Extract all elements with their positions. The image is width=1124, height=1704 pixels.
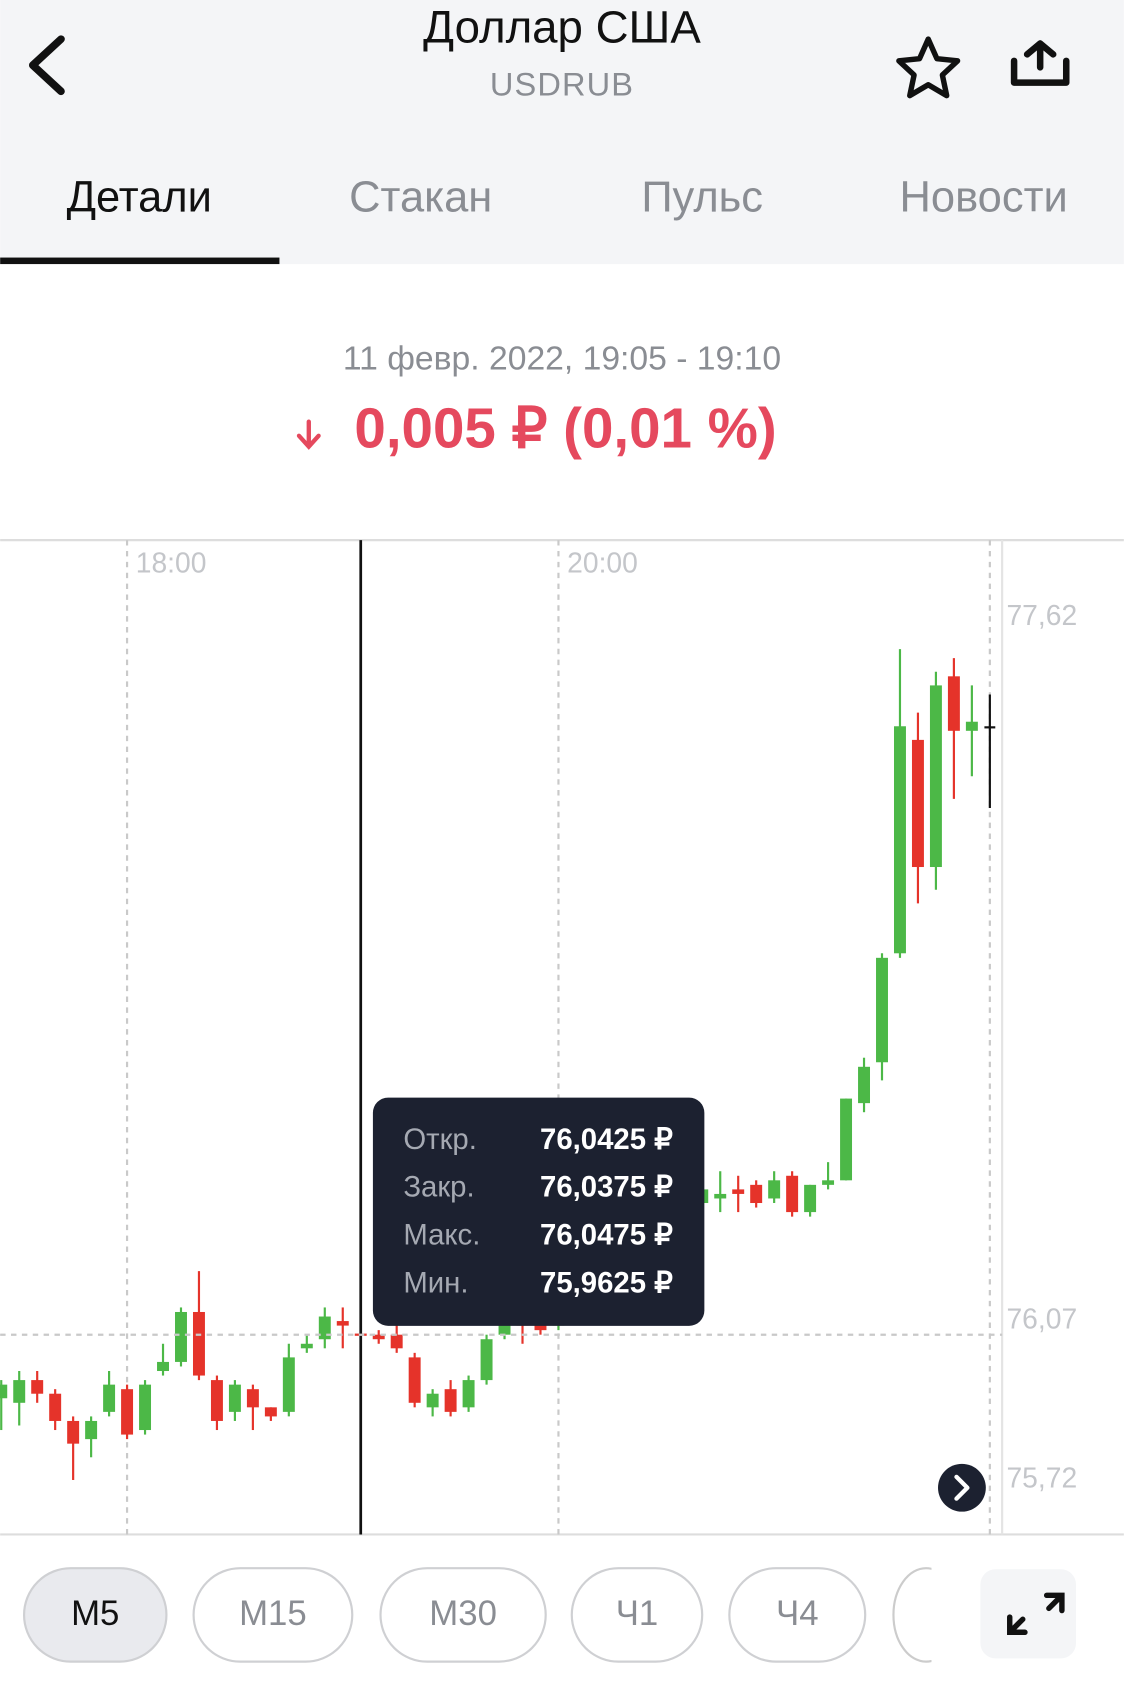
candle-body — [85, 1420, 98, 1440]
tooltip-value: 75,9625 ₽ — [540, 1266, 673, 1299]
candle-body — [139, 1384, 152, 1431]
favorite-button[interactable] — [896, 36, 961, 99]
tooltip-box — [372, 1097, 705, 1326]
change: 0,005 ₽ (0,01 %) — [354, 396, 776, 459]
expand-icon — [1007, 1592, 1065, 1635]
x-tick-label: 20:00 — [567, 547, 638, 579]
candle-body — [121, 1389, 134, 1435]
candle-body — [49, 1393, 62, 1421]
candle-body — [822, 1180, 835, 1185]
timeframe-label: Ч4 — [776, 1595, 819, 1633]
candle-body — [911, 739, 924, 868]
candle-body — [714, 1193, 727, 1199]
candle-body — [893, 726, 906, 954]
candle-body — [192, 1311, 205, 1376]
candle-body — [210, 1380, 223, 1421]
candle-body — [264, 1407, 277, 1417]
tooltip-label: Закр. — [403, 1171, 474, 1204]
candle-body — [336, 1321, 349, 1326]
candle-body — [840, 1098, 853, 1181]
active-tab-indicator — [0, 257, 280, 265]
candle-body — [768, 1180, 781, 1199]
candle-body — [498, 1321, 511, 1335]
candle-body — [947, 676, 960, 731]
candle-body — [103, 1384, 116, 1412]
candle-body — [804, 1184, 817, 1213]
tooltip-label: Мин. — [403, 1266, 468, 1299]
title: Доллар США — [423, 1, 701, 52]
candle-body — [480, 1339, 493, 1381]
timeframe-pill[interactable] — [570, 1567, 704, 1663]
share-button[interactable] — [1010, 40, 1070, 86]
tooltip-value: 76,0475 ₽ — [540, 1218, 673, 1251]
timeframe-pill[interactable] — [379, 1567, 547, 1663]
period: 11 февр. 2022, 19:05 - 19:10 — [343, 341, 781, 378]
candle-body — [786, 1175, 799, 1213]
candle-body — [444, 1389, 457, 1412]
candle-body — [157, 1361, 169, 1372]
tab[interactable]: Пульс — [641, 173, 763, 221]
candle-body — [318, 1316, 331, 1340]
timeframe-label: M15 — [239, 1595, 307, 1633]
candle-body — [31, 1380, 44, 1394]
candle-body — [462, 1380, 475, 1408]
y-tick-label: 75,72 — [1006, 1461, 1077, 1493]
timeframe-label: M30 — [429, 1595, 497, 1633]
tab[interactable]: Детали — [67, 173, 212, 221]
back-button[interactable] — [28, 35, 65, 96]
timeframe-label: Ч1 — [616, 1595, 659, 1633]
candle-body — [67, 1420, 80, 1444]
candle-body — [858, 1066, 871, 1104]
candle-body — [372, 1334, 385, 1340]
timeframe-label: M5 — [71, 1595, 119, 1633]
subtitle: USDRUB — [490, 66, 634, 103]
candle-body — [228, 1384, 241, 1412]
candle-body — [13, 1380, 26, 1403]
candle-body — [732, 1189, 745, 1194]
scroll-right-icon — [954, 1474, 970, 1501]
tooltip-value: 76,0375 ₽ — [540, 1171, 673, 1204]
candle-body — [426, 1393, 439, 1408]
tooltip-value: 76,0425 ₽ — [540, 1123, 673, 1156]
tab[interactable]: Новости — [900, 173, 1068, 221]
header-bg — [0, 0, 1124, 265]
candle-body — [984, 726, 996, 729]
candle-body — [965, 721, 978, 731]
candle-body — [175, 1311, 187, 1362]
timeframe-pill[interactable] — [192, 1567, 354, 1663]
candle-body — [750, 1184, 763, 1204]
candle-body — [408, 1357, 421, 1403]
timeframe-pill[interactable] — [22, 1567, 168, 1663]
tooltip-label: Макс. — [403, 1218, 480, 1251]
x-tick-label: 18:00 — [136, 547, 207, 579]
tab[interactable]: Стакан — [349, 173, 492, 221]
scroll-right-button[interactable] — [938, 1463, 986, 1512]
candle-body — [929, 685, 942, 868]
candle-body — [246, 1389, 259, 1408]
down-arrow-icon — [296, 419, 321, 450]
candle-body — [876, 957, 888, 1063]
candle-body — [300, 1343, 313, 1349]
y-tick-label: 77,62 — [1006, 599, 1077, 631]
tooltip-label: Откр. — [403, 1123, 477, 1156]
timeframe-pill[interactable] — [728, 1567, 867, 1663]
candle-body — [282, 1357, 295, 1412]
candle-body — [0, 1384, 8, 1399]
y-tick-label: 76,07 — [1006, 1303, 1077, 1335]
candle-body — [390, 1334, 403, 1349]
expand-button[interactable] — [980, 1569, 1077, 1659]
timeframe-pill[interactable] — [892, 1567, 958, 1663]
